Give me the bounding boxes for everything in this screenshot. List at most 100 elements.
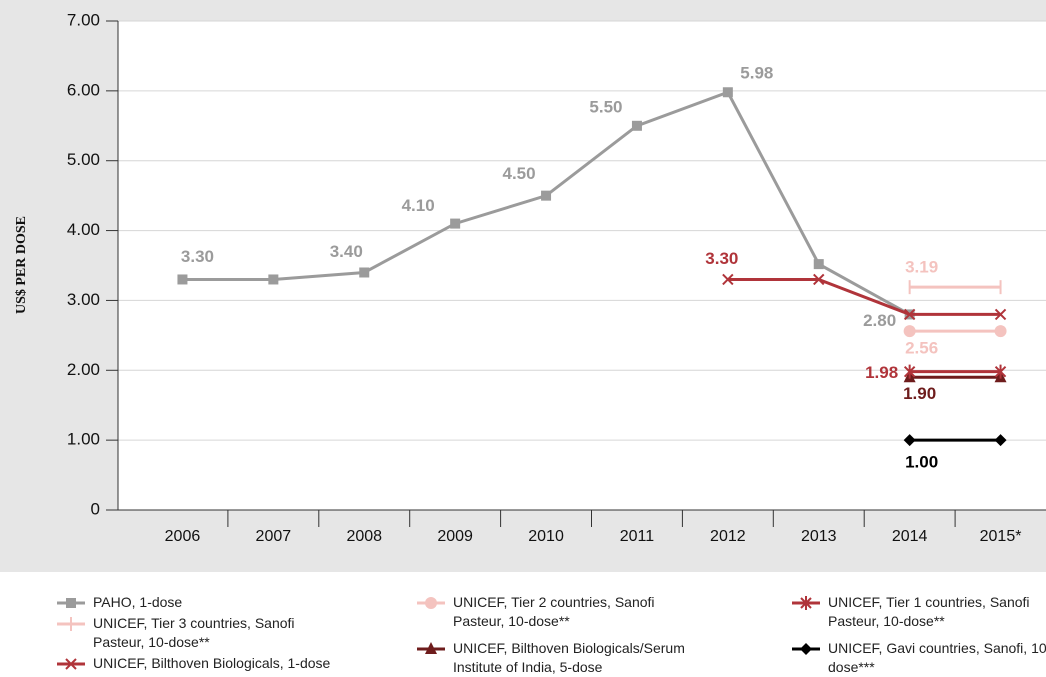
marker [631, 120, 642, 131]
y-tick-label: 2.00 [67, 360, 100, 379]
chart: US$ PER DOSE 0 1.00 2.00 3.00 4.00 5.00 6.00 7.… [0, 0, 1046, 572]
legend-item: UNICEF, Tier 1 countries, Sanofi Pasteur… [790, 593, 1046, 631]
x-tick-label: 2009 [437, 528, 473, 545]
marker-shape [800, 643, 812, 655]
value-label: 5.98 [740, 64, 773, 83]
marker [903, 325, 916, 338]
plot-area [118, 21, 1046, 510]
marker-shape [425, 597, 437, 609]
marker-shape [903, 325, 916, 338]
marker [903, 364, 916, 379]
legend-label: UNICEF, Tier 2 countries, Sanofi Pasteur… [453, 594, 655, 629]
marker [994, 434, 1007, 447]
marker-shape [425, 642, 437, 654]
marker-shape [903, 434, 916, 447]
marker [268, 274, 279, 285]
legend-label: UNICEF, Bilthoven Biologicals/Serum Inst… [453, 640, 685, 675]
marker-shape [903, 364, 916, 379]
marker-shape [177, 274, 188, 285]
marker [813, 273, 825, 286]
marker [903, 434, 916, 447]
legend-item: UNICEF, Bilthoven Biologicals, 1-dose [55, 654, 343, 673]
value-label: 3.40 [330, 242, 363, 261]
value-label: 1.90 [903, 384, 936, 403]
legend-symbol [57, 598, 85, 608]
marker-shape [66, 598, 76, 608]
legend-item: UNICEF, Bilthoven Biologicals/Serum Inst… [415, 639, 703, 677]
legend-symbol [792, 643, 820, 655]
marker-shape [994, 364, 1007, 379]
marker [425, 642, 437, 654]
marker [800, 643, 812, 655]
value-label: 1.98 [865, 363, 898, 382]
marker-shape [268, 274, 279, 285]
y-axis-label: US$ PER DOSE [14, 216, 29, 314]
legend-label: UNICEF, Gavi countries, Sanofi, 10-dose*… [828, 640, 1046, 675]
marker [994, 325, 1007, 338]
legend-item: UNICEF, Tier 3 countries, Sanofi Pasteur… [55, 614, 343, 652]
marker-shape [450, 218, 461, 229]
legend-item: UNICEF, Gavi countries, Sanofi, 10-dose*… [790, 639, 1046, 677]
x-tick-label: 2013 [801, 528, 837, 545]
legend-symbol [57, 658, 85, 670]
legend-label: UNICEF, Tier 1 countries, Sanofi Pasteur… [828, 594, 1030, 629]
series-line [727, 277, 1001, 316]
marker [800, 596, 812, 610]
marker-shape [541, 190, 552, 201]
marker [425, 597, 437, 609]
value-label: 1.00 [905, 453, 938, 472]
marker [994, 364, 1007, 379]
legend-symbol [417, 642, 445, 654]
legend-symbol [792, 596, 820, 610]
value-label: 3.30 [181, 247, 214, 266]
y-tick-label: 3.00 [67, 290, 100, 309]
y-tick-label: 5.00 [67, 150, 100, 169]
value-label: 3.19 [905, 258, 938, 277]
x-tick-label: 2010 [528, 528, 564, 545]
marker-shape [722, 273, 734, 286]
x-tick-label: 2012 [710, 528, 746, 545]
value-label: 4.10 [402, 196, 435, 215]
marker-shape [994, 308, 1007, 321]
y-tick-label: 7.00 [67, 10, 100, 29]
y-tick-label: 1.00 [67, 430, 100, 449]
marker [450, 218, 461, 229]
value-label: 4.50 [503, 164, 536, 183]
marker-shape [994, 325, 1007, 338]
value-label: 3.30 [705, 249, 738, 268]
marker [722, 87, 733, 98]
marker-shape [800, 596, 812, 610]
value-label: 5.50 [589, 97, 622, 116]
marker [541, 190, 552, 201]
legend-symbol [57, 617, 85, 631]
x-tick-label: 2007 [256, 528, 292, 545]
y-tick-label: 4.00 [67, 220, 100, 239]
marker [66, 598, 76, 608]
marker-shape [631, 120, 642, 131]
value-label: 2.80 [863, 311, 896, 330]
marker-shape [813, 259, 824, 270]
legend-item: PAHO, 1-dose [55, 593, 343, 612]
x-tick-label: 2015* [980, 528, 1022, 545]
marker-shape [359, 267, 370, 278]
marker [994, 308, 1007, 321]
value-label: 2.56 [905, 339, 938, 358]
y-tick-label: 0 [91, 499, 100, 518]
x-tick-label: 2006 [165, 528, 201, 545]
marker-shape [994, 434, 1007, 447]
marker-shape [722, 87, 733, 98]
marker [722, 273, 734, 286]
marker [903, 308, 916, 321]
legend-label: UNICEF, Tier 3 countries, Sanofi Pasteur… [93, 615, 295, 650]
legend-label: PAHO, 1-dose [93, 594, 183, 610]
marker-shape [65, 658, 77, 670]
x-tick-label: 2014 [892, 528, 928, 545]
marker [65, 658, 77, 670]
x-tick-label: 2008 [346, 528, 382, 545]
legend-symbol [417, 597, 445, 609]
marker-shape [903, 308, 916, 321]
y-tick-label: 6.00 [67, 80, 100, 99]
marker [813, 259, 824, 270]
marker [177, 274, 188, 285]
